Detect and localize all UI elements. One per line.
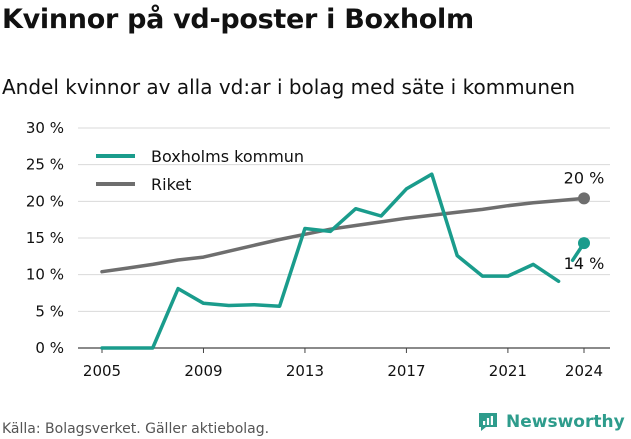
gridlines	[78, 127, 610, 349]
chart-subtitle: Andel kvinnor av alla vd:ar i bolag med …	[2, 75, 575, 99]
series-lines	[100, 172, 590, 350]
y-tick-label: 30 %	[26, 119, 64, 137]
end-label-riket: 20 %	[564, 168, 605, 187]
end-label-boxholm: 14 %	[564, 254, 605, 273]
newsworthy-logo-icon	[479, 413, 497, 431]
brand-logo: Newsworthy	[476, 410, 625, 434]
series-line-boxholm	[100, 172, 561, 350]
chart-title: Kvinnor på vd-poster i Boxholm	[2, 4, 474, 35]
x-tick-label: 2021	[489, 362, 527, 380]
x-tick-label: 2013	[286, 362, 324, 380]
y-tick-label: 15 %	[26, 229, 64, 247]
end-point-boxholm	[578, 237, 590, 250]
y-tick-label: 20 %	[26, 192, 64, 210]
end-labels: 20 % 14 %	[564, 168, 605, 273]
x-tick-label: 2024	[565, 362, 603, 380]
series-line-riket	[100, 196, 586, 274]
x-tick-label: 2005	[83, 362, 121, 380]
x-tick-label: 2009	[184, 362, 222, 380]
legend: Boxholms kommun Riket	[96, 147, 304, 194]
legend-label: Boxholms kommun	[151, 147, 304, 166]
end-point-riket	[578, 192, 590, 205]
y-tick-label: 5 %	[35, 302, 64, 320]
legend-label: Riket	[151, 175, 191, 194]
x-tick-label: 2017	[387, 362, 425, 380]
y-tick-label: 25 %	[26, 156, 64, 174]
y-tick-label: 0 %	[35, 339, 64, 357]
x-axis-ticks: 2005 2009 2013 2017 2021 2024	[83, 348, 603, 380]
y-tick-label: 10 %	[26, 266, 64, 284]
source-note: Källa: Bolagsverket. Gäller aktiebolag.	[2, 421, 270, 437]
y-axis-ticks: 0 % 5 % 10 % 15 % 20 % 25 % 30 %	[26, 119, 64, 357]
brand-name: Newsworthy	[506, 412, 625, 432]
